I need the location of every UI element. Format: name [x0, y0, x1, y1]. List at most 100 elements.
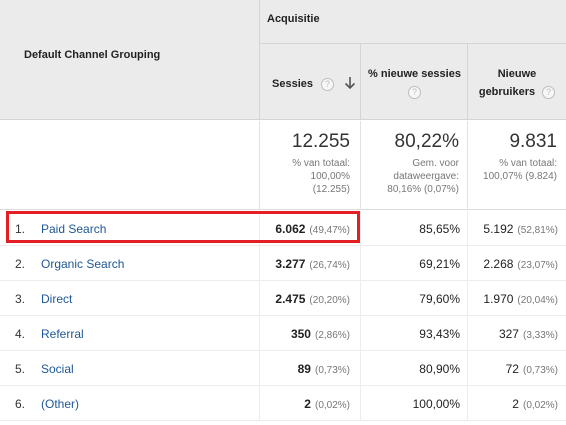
- new-users-value: 327: [499, 327, 519, 341]
- table-row: 3. Direct 2.475 (20,20%) 79,60% 1.970 (20,…: [0, 281, 566, 316]
- new-sessions-value: 93,43%: [419, 327, 460, 341]
- new-users-cell: 5.192 (52,81%): [483, 222, 558, 236]
- column-divider: [467, 351, 468, 386]
- column-divider: [467, 246, 468, 281]
- total-new-sessions-average: 80,16% (0,07%): [362, 183, 459, 196]
- new-users-percent: (52,81%): [517, 225, 558, 236]
- sessions-value: 89: [298, 362, 311, 376]
- new-users-value: 72: [506, 362, 519, 376]
- column-divider: [360, 316, 361, 351]
- help-icon[interactable]: ?: [542, 86, 555, 99]
- new-users-cell: 2 (0,02%): [512, 397, 558, 411]
- row-rank: 3.: [15, 292, 25, 306]
- new-sessions-value: 85,65%: [419, 222, 460, 236]
- new-users-value: 1.970: [483, 292, 513, 306]
- total-sessions-caption: % van totaal:: [262, 157, 350, 170]
- total-new-sessions-value: 80,22%: [362, 130, 459, 154]
- column-divider: [467, 121, 468, 210]
- new-users-cell: 1.970 (20,04%): [483, 292, 558, 306]
- new-users-percent: (3,33%): [523, 330, 558, 341]
- column-divider: [467, 316, 468, 351]
- row-rank: 6.: [15, 397, 25, 411]
- column-divider: [360, 121, 361, 210]
- sessions-cell: 350 (2,86%): [291, 327, 350, 341]
- header-divider: [467, 43, 468, 120]
- column-divider: [467, 211, 468, 246]
- new-users-value: 2.268: [483, 257, 513, 271]
- column-divider: [360, 211, 361, 246]
- total-sessions-count: (12.255): [262, 183, 350, 196]
- row-rank: 4.: [15, 327, 25, 341]
- new-users-cell: 327 (3,33%): [499, 327, 558, 341]
- column-divider: [467, 281, 468, 316]
- new-users-value: 5.192: [483, 222, 513, 236]
- row-rank: 5.: [15, 362, 25, 376]
- new-users-value: 2: [512, 397, 519, 411]
- header-divider: [259, 0, 260, 120]
- column-divider: [259, 351, 260, 386]
- sessions-percent: (26,74%): [309, 260, 350, 271]
- column-divider: [259, 281, 260, 316]
- channel-link-referral[interactable]: Referral: [41, 327, 84, 341]
- column-divider: [259, 316, 260, 351]
- column-divider: [360, 386, 361, 421]
- new-sessions-value: 69,21%: [419, 257, 460, 271]
- total-sessions-percent: 100,00%: [262, 170, 350, 183]
- acquisition-group-header: Acquisitie: [267, 13, 320, 25]
- table-row: 4. Referral 350 (2,86%) 93,43% 327 (3,33%): [0, 316, 566, 351]
- total-new-sessions: 80,22% Gem. voor dataweergave: 80,16% (0…: [362, 130, 459, 196]
- total-new-users-percent: 100,07% (9.824): [469, 170, 557, 183]
- column-divider: [259, 121, 260, 210]
- column-divider: [360, 246, 361, 281]
- total-new-users: 9.831 % van totaal: 100,07% (9.824): [469, 130, 557, 183]
- sessions-cell: 3.277 (26,74%): [275, 257, 350, 271]
- help-icon[interactable]: ?: [321, 78, 334, 91]
- column-header-new-users-label: gebruikers: [479, 86, 535, 98]
- table-header: Default Channel Grouping Acquisitie Sess…: [0, 0, 566, 120]
- new-sessions-value: 100,00%: [413, 397, 460, 411]
- new-users-percent: (20,04%): [517, 295, 558, 306]
- new-sessions-value: 79,60%: [419, 292, 460, 306]
- highlight-annotation: [6, 211, 360, 243]
- channel-link-organic-search[interactable]: Organic Search: [41, 257, 124, 271]
- total-new-users-value: 9.831: [469, 130, 557, 154]
- header-divider: [259, 43, 566, 44]
- sessions-value: 3.277: [275, 257, 305, 271]
- sort-descending-icon[interactable]: [343, 75, 357, 91]
- new-users-percent: (0,02%): [523, 400, 558, 411]
- column-header-new-sessions-label: % nieuwe sessies: [362, 65, 467, 83]
- sessions-value: 2.475: [275, 292, 305, 306]
- column-divider: [360, 351, 361, 386]
- channel-link-direct[interactable]: Direct: [41, 292, 72, 306]
- sessions-cell: 89 (0,73%): [298, 362, 350, 376]
- total-sessions-value: 12.255: [262, 130, 350, 154]
- totals-row: 12.255 % van totaal: 100,00% (12.255) 80…: [0, 121, 566, 210]
- column-header-new-sessions[interactable]: % nieuwe sessies ?: [362, 65, 467, 101]
- sessions-percent: (20,20%): [309, 295, 350, 306]
- sessions-percent: (0,73%): [315, 365, 350, 376]
- column-divider: [259, 386, 260, 421]
- table-row: 5. Social 89 (0,73%) 80,90% 72 (0,73%): [0, 351, 566, 386]
- total-new-sessions-caption: dataweergave:: [362, 170, 459, 183]
- column-header-sessions[interactable]: Sessies ?: [272, 75, 334, 93]
- new-sessions-value: 80,90%: [419, 362, 460, 376]
- sessions-percent: (2,86%): [315, 330, 350, 341]
- help-icon[interactable]: ?: [408, 86, 421, 99]
- header-divider: [360, 43, 361, 120]
- column-divider: [467, 386, 468, 421]
- sessions-value: 350: [291, 327, 311, 341]
- channel-link-social[interactable]: Social: [41, 362, 74, 376]
- new-users-cell: 72 (0,73%): [506, 362, 558, 376]
- column-header-new-users[interactable]: Nieuwe gebruikers ?: [470, 65, 564, 101]
- new-users-percent: (0,73%): [523, 365, 558, 376]
- table-row: 2. Organic Search 3.277 (26,74%) 69,21% 2…: [0, 246, 566, 281]
- total-new-sessions-caption: Gem. voor: [362, 157, 459, 170]
- new-users-cell: 2.268 (23,07%): [483, 257, 558, 271]
- dimension-header[interactable]: Default Channel Grouping: [24, 49, 160, 61]
- sessions-cell: 2.475 (20,20%): [275, 292, 350, 306]
- column-divider: [259, 246, 260, 281]
- total-sessions: 12.255 % van totaal: 100,00% (12.255): [262, 130, 350, 196]
- sessions-value: 2: [304, 397, 311, 411]
- channel-link-other[interactable]: (Other): [41, 397, 79, 411]
- column-header-new-users-label: Nieuwe: [470, 65, 564, 83]
